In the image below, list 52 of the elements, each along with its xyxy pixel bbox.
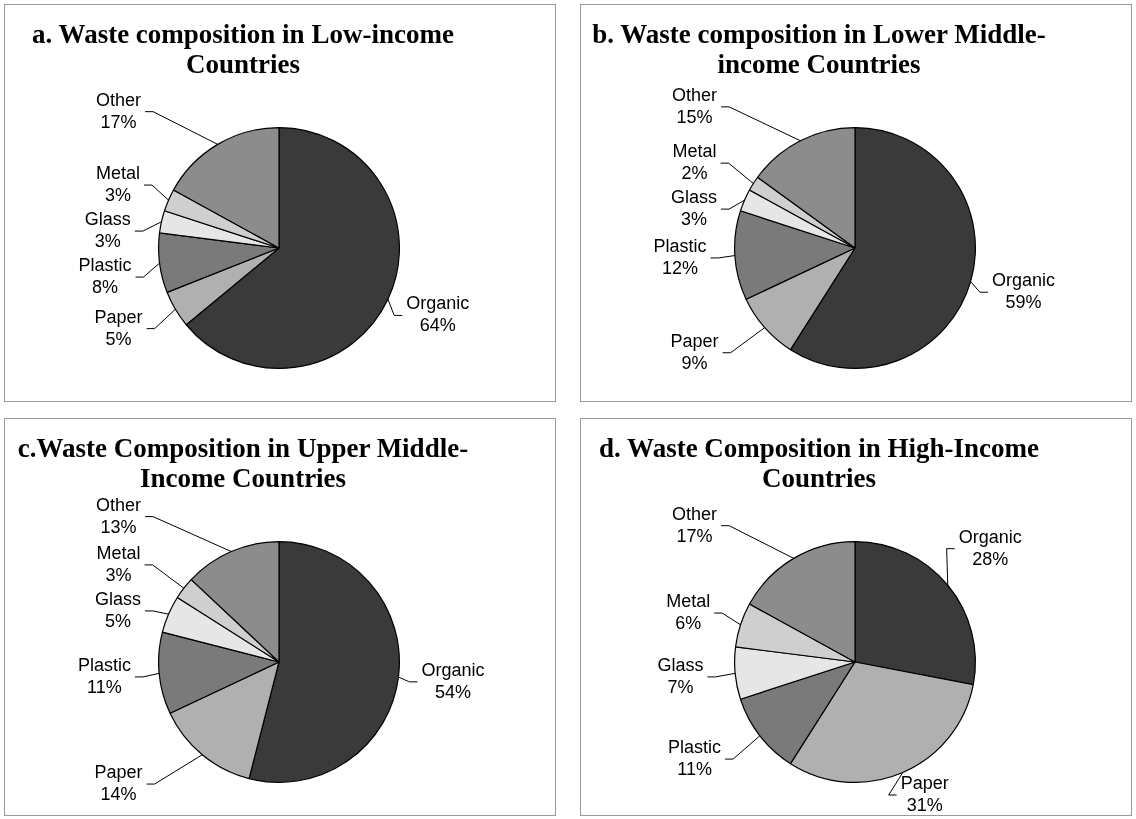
data-label: 5% (105, 610, 132, 631)
data-label: 7% (667, 676, 694, 697)
data-label: 15% (676, 106, 713, 127)
slice-label: Glass (671, 187, 718, 208)
slice-label: Organic (958, 526, 1022, 547)
slice-label: Other (96, 89, 142, 110)
data-label: 17% (100, 111, 137, 132)
slice-label: Organic (406, 293, 470, 314)
data-label: 8% (91, 277, 118, 298)
data-label: 59% (1005, 292, 1042, 313)
data-label: 54% (435, 681, 472, 702)
data-label: 3% (105, 185, 132, 206)
slice-label: Glass (657, 654, 704, 675)
slice-label: Metal (96, 542, 141, 563)
slice-label: Plastic (78, 255, 132, 276)
data-label: 11% (677, 759, 712, 780)
slice-label: Paper (900, 772, 949, 793)
data-label: 13% (100, 516, 137, 537)
data-label: 3% (681, 209, 708, 230)
slice-label: Glass (84, 209, 131, 230)
chart-title: b. Waste composition in Lower Middle-income Countries (591, 19, 1047, 79)
slice-label: Organic (421, 659, 485, 680)
slice-label: Other (96, 494, 142, 515)
slice-label: Glass (95, 588, 142, 609)
slice-label: Paper (670, 330, 719, 351)
slice-label: Plastic (653, 235, 707, 256)
chart-title: a. Waste composition in Low-income Countries (31, 19, 455, 79)
data-label: 14% (100, 784, 137, 805)
chart-title: c.Waste Composition in Upper Middle-Income Countries (16, 433, 470, 493)
data-label: 64% (419, 315, 456, 336)
data-label: 9% (681, 352, 708, 373)
data-label: 28% (972, 548, 1009, 569)
slice-label: Metal (672, 141, 717, 162)
data-label: 5% (105, 328, 132, 349)
slice-label: Paper (94, 306, 143, 327)
data-label: 17% (676, 525, 713, 546)
slice-label: Plastic (77, 654, 131, 675)
slice-label: Other (672, 503, 718, 524)
slice-label: Paper (94, 762, 143, 783)
data-label: 31% (906, 794, 943, 815)
data-label: 11% (87, 676, 122, 697)
data-label: 3% (105, 564, 132, 585)
slice-label: Other (672, 84, 718, 105)
slice-label: Organic (991, 270, 1055, 291)
slice-label: Metal (96, 163, 141, 184)
slice-label: Metal (666, 591, 711, 612)
data-label: 12% (661, 257, 698, 278)
data-label: 2% (681, 163, 708, 184)
data-label: 3% (94, 231, 121, 252)
data-label: 6% (675, 613, 702, 634)
slice-label: Plastic (668, 737, 722, 758)
chart-title: d. Waste Composition in High-Income Countries (598, 433, 1040, 493)
